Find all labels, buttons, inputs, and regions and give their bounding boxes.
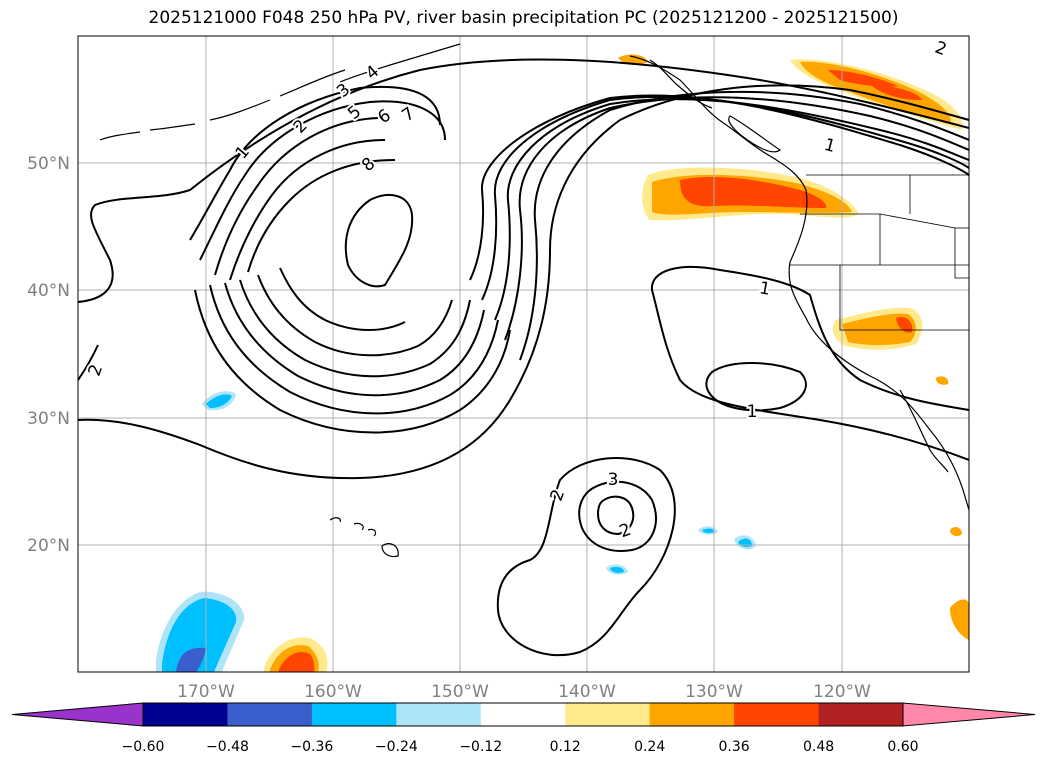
lat-tick-label: 50°N <box>27 154 70 174</box>
colorbar-tick-label: −0.36 <box>290 739 333 755</box>
contour-label: 4 <box>362 62 383 84</box>
contour-label: 2 <box>290 116 312 138</box>
precip-patch <box>162 598 237 672</box>
contour-label: 5 <box>344 102 365 124</box>
colorbar-segment <box>143 703 228 726</box>
colorbar-tick-label: 0.36 <box>719 739 750 755</box>
contour-label: 2 <box>932 38 949 60</box>
aleutian-islands <box>99 69 346 141</box>
contour-label: 6 <box>374 106 394 129</box>
colorbar-extend-min <box>11 702 144 727</box>
contour-line <box>78 58 969 303</box>
hawaii-big-island <box>381 543 399 558</box>
contour-label: 1 <box>822 135 838 157</box>
precip-patch <box>206 394 232 408</box>
map-title: 2025121000 F048 250 hPa PV, river basin … <box>148 8 899 28</box>
contour-line <box>78 84 969 480</box>
colorbar <box>11 702 1036 727</box>
lat-tick-label: 30°N <box>27 409 70 429</box>
vancouver-island <box>728 115 782 153</box>
colorbar-segment <box>649 703 735 726</box>
lon-tick-label: 160°W <box>304 682 362 702</box>
precip-patch <box>680 177 827 208</box>
precip-patch <box>936 376 949 385</box>
map-frame <box>77 35 970 673</box>
baja-california <box>899 389 949 473</box>
colorbar-outline <box>142 702 904 727</box>
precip-patch <box>950 599 969 640</box>
precip-patch <box>618 54 648 65</box>
precip-patch <box>176 647 206 672</box>
colorbar-segment <box>734 703 820 726</box>
contour-line <box>189 85 969 361</box>
coastlines <box>99 43 969 558</box>
contour-line <box>199 96 969 341</box>
political-borders <box>790 174 969 331</box>
contour-line <box>214 98 969 321</box>
lon-tick-label: 150°W <box>431 682 489 702</box>
colorbar-tick-label: −0.24 <box>375 739 418 755</box>
colorbar-segment <box>311 703 397 726</box>
precip-patch <box>702 528 714 534</box>
colorbar-tick-label: 0.60 <box>887 739 918 755</box>
colorbar-tick-label: −0.12 <box>459 739 502 755</box>
precip-patch <box>828 70 898 87</box>
contour-label: 3 <box>608 470 619 490</box>
contour-label: 7 <box>398 104 418 127</box>
pv-contours <box>78 58 969 657</box>
contour-line <box>194 289 511 434</box>
colorbar-extend-max <box>902 702 1036 727</box>
colorbar-tick-labels: −0.60 −0.48 −0.36 −0.24 −0.12 0.12 0.24 0.36 0.4… <box>122 739 919 755</box>
colorbar-tick-label: −0.48 <box>206 739 249 755</box>
contour-label: 2 <box>85 362 107 379</box>
colorbar-segment <box>396 703 482 726</box>
precip-patch <box>870 84 922 100</box>
lon-tick-label: 120°W <box>813 682 871 702</box>
lon-tick-label: 170°W <box>177 682 235 702</box>
latitude-labels: 50°N 40°N 30°N 20°N <box>27 154 70 556</box>
hawaii-islands <box>329 517 377 537</box>
alaska-peninsula <box>339 43 461 83</box>
lon-tick-label: 130°W <box>685 682 743 702</box>
lat-tick-label: 20°N <box>27 536 70 556</box>
contour-line <box>705 362 807 412</box>
contour-line <box>247 94 969 281</box>
precip-patch <box>278 652 315 672</box>
colorbar-tick-label: 0.48 <box>803 739 834 755</box>
graticule <box>78 36 969 672</box>
contour-label: 8 <box>358 154 379 176</box>
lon-tick-label: 140°W <box>558 682 616 702</box>
contour-label: 2 <box>547 487 569 504</box>
contour-line <box>578 480 657 552</box>
precip-patch <box>896 316 913 333</box>
precip-patch <box>950 527 962 537</box>
colorbar-segment <box>480 703 566 726</box>
colorbar-segment <box>565 703 651 726</box>
contour-line <box>257 274 453 357</box>
north-america-coast <box>629 55 969 511</box>
colorbar-tick-label: −0.60 <box>122 739 165 755</box>
colorbar-segment <box>818 703 904 726</box>
contour-line <box>596 495 635 536</box>
precip-patch <box>610 567 624 573</box>
colorbar-segment <box>227 703 313 726</box>
contour-line <box>279 267 406 331</box>
contour-label: 1 <box>747 402 758 422</box>
contour-line <box>229 95 969 301</box>
colorbar-tick-label: 0.12 <box>550 739 581 755</box>
contour-line <box>224 282 485 397</box>
colorbar-tick-label: 0.24 <box>634 739 665 755</box>
contour-line <box>650 266 969 461</box>
precip-shading <box>156 54 969 672</box>
contour-line <box>239 279 471 378</box>
contour-line <box>344 194 414 288</box>
contour-line <box>209 284 499 415</box>
contour-line <box>78 344 99 381</box>
longitude-labels: 170°W 160°W 150°W 140°W 130°W 120°W <box>177 682 871 702</box>
contour-line <box>496 457 676 657</box>
lat-tick-label: 40°N <box>27 281 70 301</box>
contour-label: 1 <box>758 278 772 300</box>
